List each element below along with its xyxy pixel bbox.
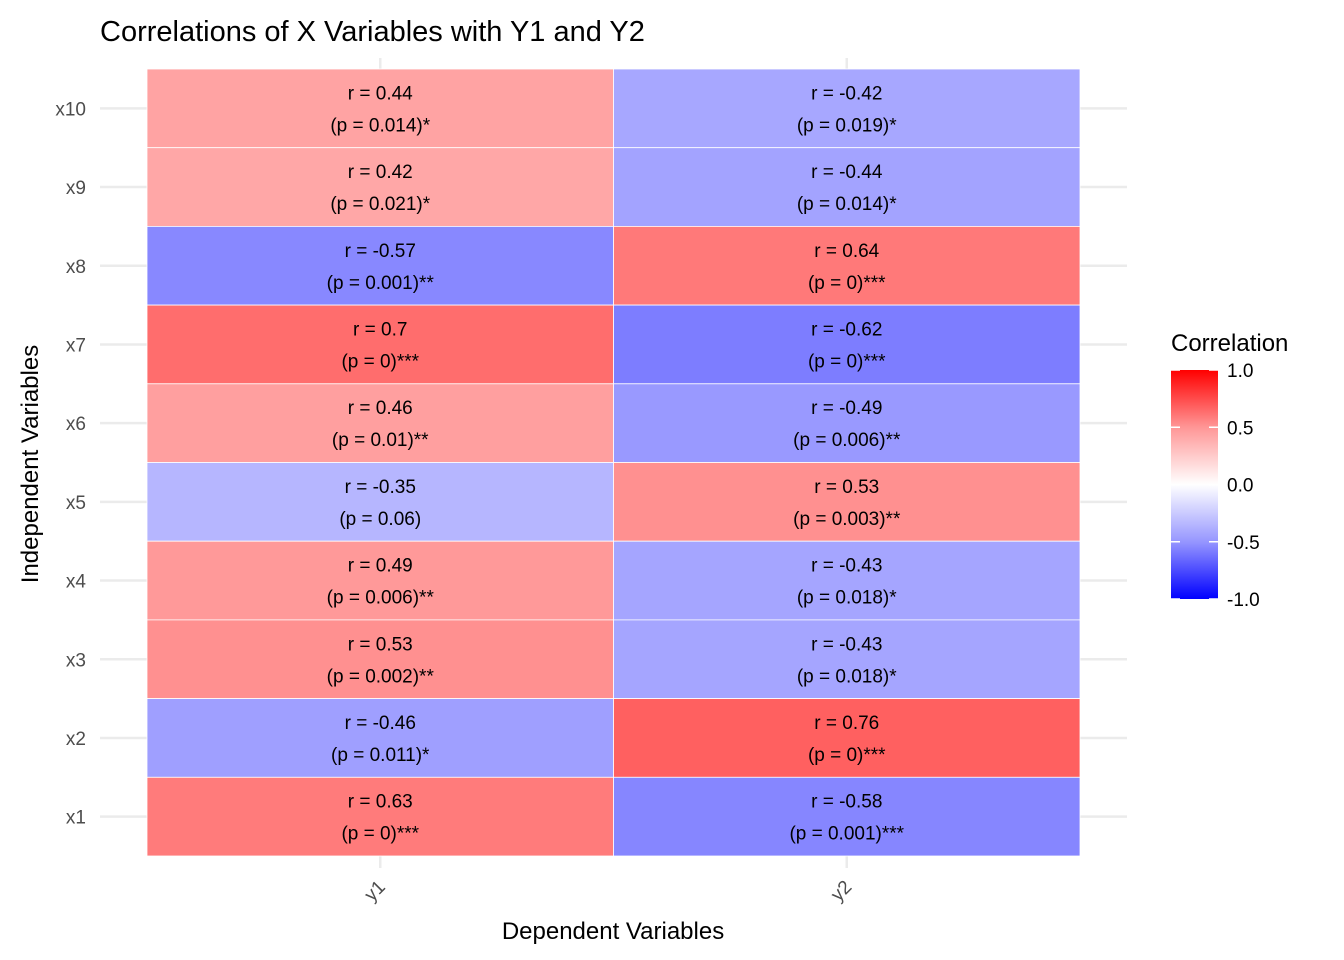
legend: Correlation 1.0 0.5 0.0 -0.5 -1.0 — [1171, 330, 1288, 611]
y-tick-label-x8: x8 — [66, 257, 86, 278]
cell-p-label-x7-y2: (p = 0)*** — [808, 351, 886, 372]
cell-r-label-x4-y1: r = 0.49 — [348, 556, 413, 577]
cell-p-label-x9-y1: (p = 0.021)* — [330, 194, 430, 215]
cell-r-label-x4-y2: r = -0.43 — [811, 556, 882, 577]
cell-r-label-x10-y1: r = 0.44 — [348, 83, 413, 104]
heatmap-cell-x6-y2 — [613, 383, 1081, 463]
cell-r-label-x3-y2: r = -0.43 — [811, 634, 882, 655]
heatmap-cell-x2-y2 — [613, 698, 1081, 778]
heatmap-cell-x1-y2 — [613, 776, 1081, 857]
cell-r-label-x1-y1: r = 0.63 — [348, 792, 413, 813]
cell-r-label-x7-y2: r = -0.62 — [811, 319, 882, 340]
cell-labels: r = 0.44 (p = 0.014)* r = -0.42 (p = 0.019)… — [327, 83, 905, 844]
heatmap-cell-x3-y2 — [613, 619, 1081, 700]
heatmap-cell-x10-y1 — [146, 68, 614, 149]
cell-p-label-x9-y2: (p = 0.014)* — [797, 194, 897, 215]
legend-label: 0.0 — [1227, 476, 1253, 497]
heatmap-cell-x3-y1 — [146, 619, 614, 700]
cell-r-label-x2-y1: r = -0.46 — [345, 713, 416, 734]
heatmap-cell-x1-y1 — [146, 776, 614, 857]
cell-p-label-x8-y1: (p = 0.001)** — [327, 273, 435, 294]
y-tick-label-x3: x3 — [66, 650, 86, 671]
cell-p-label-x10-y1: (p = 0.014)* — [330, 115, 430, 136]
cell-p-label-x5-y2: (p = 0.003)** — [793, 509, 901, 530]
cell-p-label-x4-y2: (p = 0.018)* — [797, 588, 897, 609]
cell-r-label-x3-y1: r = 0.53 — [348, 634, 413, 655]
cell-r-label-x9-y1: r = 0.42 — [348, 162, 413, 183]
cell-r-label-x7-y1: r = 0.7 — [353, 319, 407, 340]
cell-r-label-x8-y1: r = -0.57 — [345, 241, 416, 262]
y-tick-label-x4: x4 — [66, 572, 87, 593]
cell-p-label-x3-y1: (p = 0.002)** — [327, 666, 435, 687]
legend-label: -1.0 — [1227, 590, 1260, 611]
legend-ticks: 1.0 0.5 0.0 -0.5 -1.0 — [1171, 361, 1260, 611]
cell-p-label-x7-y1: (p = 0)*** — [341, 351, 419, 372]
cell-r-label-x10-y2: r = -0.42 — [811, 83, 882, 104]
legend-label: 0.5 — [1227, 418, 1253, 439]
cell-p-label-x4-y1: (p = 0.006)** — [327, 588, 435, 609]
y-tick-label-x2: x2 — [66, 729, 86, 750]
x-axis-title: Dependent Variables — [502, 918, 724, 945]
legend-label: -0.5 — [1227, 533, 1260, 554]
heatmap-cell-x9-y2 — [613, 147, 1081, 227]
cell-r-label-x8-y2: r = 0.64 — [814, 241, 879, 262]
x-tick-labels: y1 y2 — [361, 877, 857, 906]
heatmap-cell-x7-y2 — [613, 304, 1081, 385]
y-tick-label-x10: x10 — [55, 99, 86, 120]
cell-p-label-x1-y1: (p = 0)*** — [341, 824, 419, 845]
cell-p-label-x5-y1: (p = 0.06) — [339, 509, 421, 530]
cell-p-label-x6-y1: (p = 0.01)** — [332, 430, 429, 451]
y-tick-labels: x1 x2 x3 x4 x5 x6 x7 x8 x9 x10 — [55, 99, 86, 828]
cell-r-label-x2-y2: r = 0.76 — [814, 713, 879, 734]
legend-label: 1.0 — [1227, 361, 1253, 382]
heatmap-cells — [146, 68, 1081, 857]
heatmap-cell-x10-y2 — [613, 68, 1081, 149]
heatmap-cell-x5-y1 — [146, 462, 614, 542]
heatmap-cell-x4-y2 — [613, 540, 1081, 621]
cell-r-label-x5-y1: r = -0.35 — [345, 477, 416, 498]
heatmap-cell-x4-y1 — [146, 540, 614, 621]
cell-p-label-x6-y2: (p = 0.006)** — [793, 430, 901, 451]
cell-p-label-x1-y2: (p = 0.001)*** — [789, 824, 904, 845]
heatmap-cell-x2-y1 — [146, 698, 614, 778]
cell-p-label-x10-y2: (p = 0.019)* — [797, 115, 897, 136]
chart-title: Correlations of X Variables with Y1 and … — [100, 16, 645, 48]
x-tick-label-y1: y1 — [361, 877, 390, 906]
y-tick-label-x9: x9 — [66, 178, 86, 199]
cell-r-label-x1-y2: r = -0.58 — [811, 792, 882, 813]
y-axis-title: Independent Variables — [17, 345, 44, 583]
cell-r-label-x9-y2: r = -0.44 — [811, 162, 883, 183]
y-tick-label-x6: x6 — [66, 414, 86, 435]
y-tick-label-x5: x5 — [66, 493, 86, 514]
x-tick-label-y2: y2 — [827, 877, 856, 906]
y-tick-label-x1: x1 — [66, 808, 86, 829]
heatmap-cell-x9-y1 — [146, 147, 614, 227]
cell-p-label-x2-y1: (p = 0.011)* — [331, 745, 430, 766]
legend-title: Correlation — [1171, 330, 1288, 357]
heatmap-cell-x8-y1 — [146, 225, 614, 306]
heatmap-cell-x6-y1 — [146, 383, 614, 463]
cell-p-label-x2-y2: (p = 0)*** — [808, 745, 886, 766]
y-tick-label-x7: x7 — [66, 335, 86, 356]
cell-r-label-x6-y2: r = -0.49 — [811, 398, 882, 419]
cell-p-label-x3-y2: (p = 0.018)* — [797, 666, 897, 687]
cell-r-label-x5-y2: r = 0.53 — [814, 477, 879, 498]
cell-p-label-x8-y2: (p = 0)*** — [808, 273, 886, 294]
cell-r-label-x6-y1: r = 0.46 — [348, 398, 413, 419]
heatmap-cell-x7-y1 — [146, 304, 614, 385]
heatmap-cell-x5-y2 — [613, 462, 1081, 542]
